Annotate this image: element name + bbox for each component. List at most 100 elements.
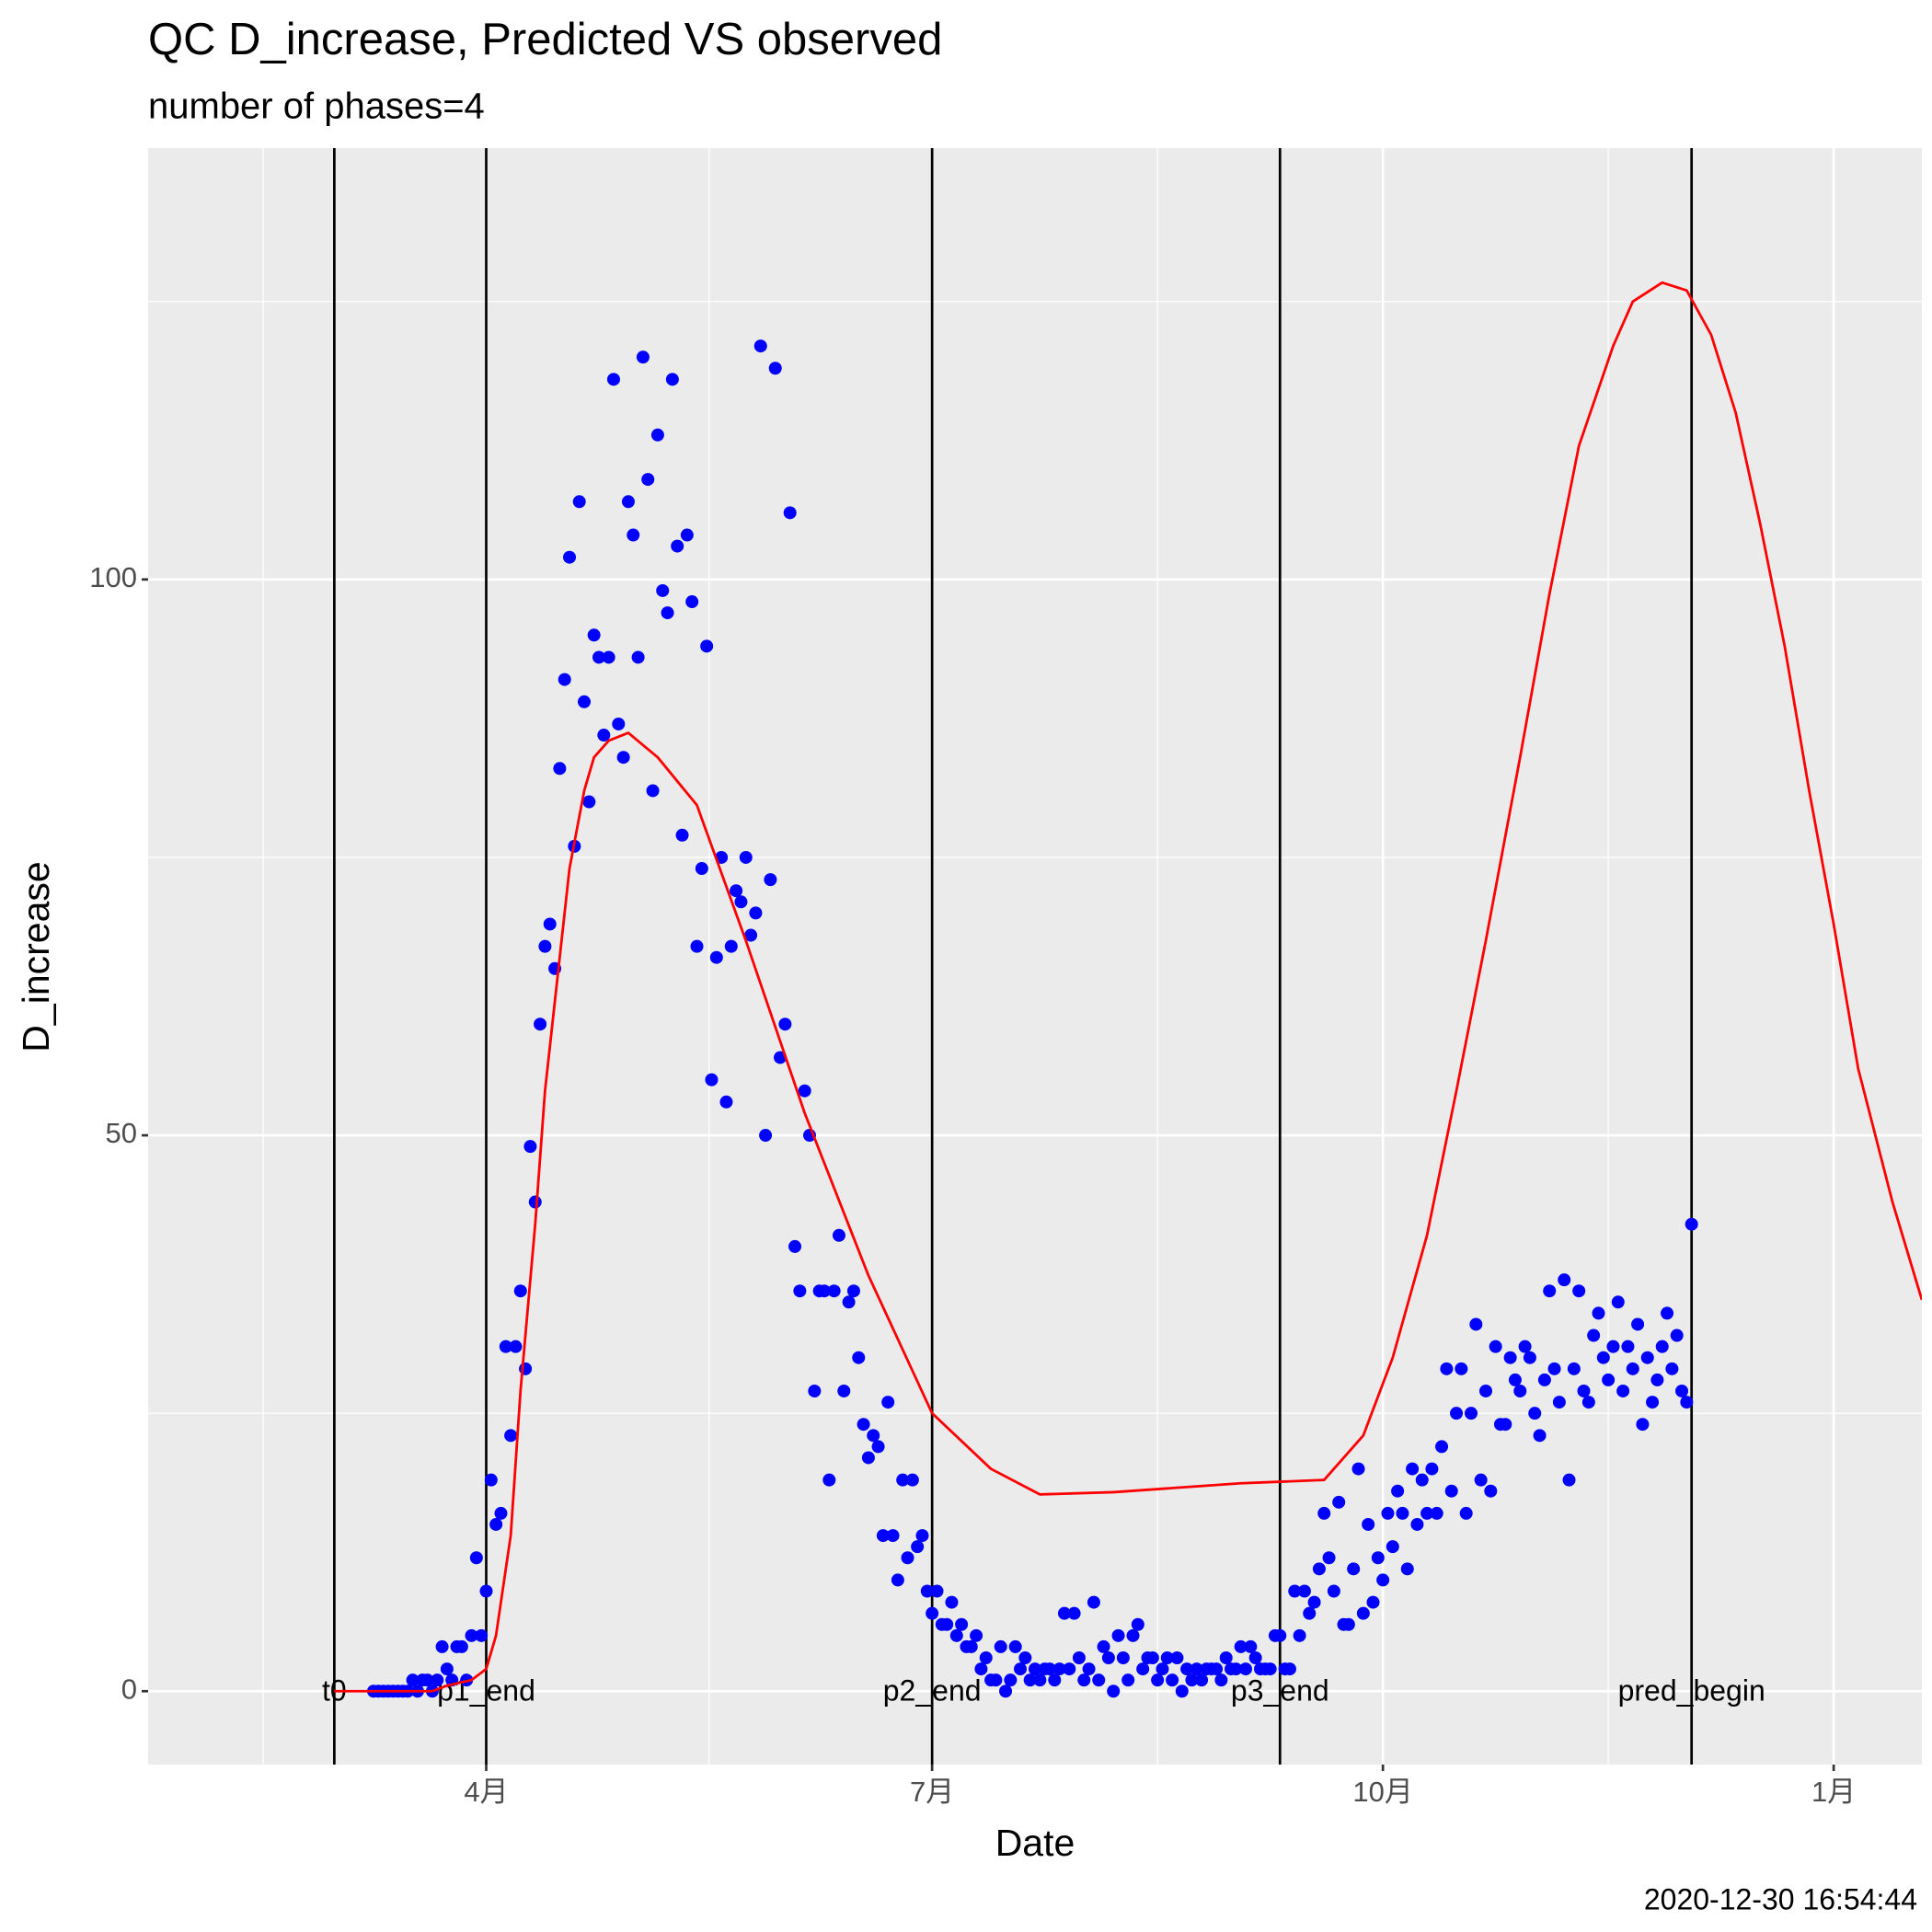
data-point bbox=[1229, 1662, 1243, 1676]
data-point bbox=[1239, 1662, 1253, 1676]
data-point bbox=[465, 1628, 478, 1642]
data-point bbox=[955, 1617, 969, 1631]
plot-background bbox=[148, 148, 1922, 1765]
data-point bbox=[876, 1529, 890, 1543]
data-point bbox=[1459, 1506, 1473, 1520]
data-point bbox=[1533, 1429, 1547, 1443]
data-point bbox=[612, 717, 626, 730]
data-point bbox=[675, 828, 689, 842]
data-point bbox=[534, 1018, 547, 1031]
data-point bbox=[861, 1451, 875, 1465]
data-point bbox=[915, 1529, 929, 1543]
data-point bbox=[627, 528, 640, 542]
data-point bbox=[901, 1551, 914, 1565]
data-point bbox=[509, 1340, 523, 1353]
data-point bbox=[528, 1195, 542, 1209]
data-point bbox=[597, 729, 611, 742]
data-point bbox=[1503, 1351, 1517, 1364]
data-point bbox=[1465, 1407, 1478, 1420]
data-point bbox=[587, 628, 601, 642]
data-point bbox=[504, 1429, 518, 1443]
data-point bbox=[1650, 1373, 1664, 1386]
data-point bbox=[572, 495, 586, 509]
data-point bbox=[553, 762, 567, 776]
data-point bbox=[1640, 1351, 1654, 1364]
y-tick-label: 50 bbox=[106, 1117, 137, 1149]
data-point bbox=[1307, 1595, 1321, 1609]
data-point bbox=[837, 1384, 851, 1397]
data-point bbox=[479, 1584, 493, 1598]
data-point bbox=[1033, 1673, 1047, 1687]
data-point bbox=[1537, 1373, 1551, 1386]
data-point bbox=[1587, 1328, 1601, 1342]
data-point bbox=[1332, 1495, 1346, 1509]
data-point bbox=[1430, 1506, 1443, 1520]
data-point bbox=[1234, 1639, 1248, 1653]
data-point bbox=[974, 1662, 988, 1676]
data-point bbox=[489, 1517, 503, 1531]
data-point bbox=[867, 1429, 880, 1443]
data-point bbox=[523, 1140, 537, 1154]
data-point bbox=[964, 1639, 978, 1653]
data-point bbox=[1611, 1295, 1625, 1309]
data-point bbox=[1248, 1650, 1262, 1664]
data-point bbox=[1347, 1562, 1361, 1576]
data-point bbox=[1577, 1384, 1591, 1397]
data-point bbox=[616, 751, 630, 765]
data-point bbox=[420, 1673, 434, 1687]
x-tick-label: 4月 bbox=[464, 1776, 508, 1808]
data-point bbox=[1029, 1662, 1041, 1676]
data-point bbox=[1455, 1362, 1468, 1375]
data-point bbox=[1518, 1340, 1532, 1353]
data-point bbox=[1087, 1595, 1100, 1609]
data-point bbox=[700, 639, 714, 653]
data-point bbox=[1376, 1573, 1390, 1587]
y-tick-label: 100 bbox=[89, 561, 137, 593]
data-point bbox=[1052, 1662, 1066, 1676]
data-point bbox=[1606, 1340, 1620, 1353]
data-point bbox=[1499, 1418, 1512, 1432]
prediction-line bbox=[334, 281, 1922, 1693]
data-point bbox=[1626, 1362, 1639, 1375]
data-point bbox=[1400, 1562, 1414, 1576]
data-point bbox=[1680, 1396, 1694, 1409]
data-point bbox=[1356, 1606, 1370, 1620]
data-point bbox=[435, 1639, 449, 1653]
chart-title: QC D_increase, Predicted VS observed bbox=[148, 15, 942, 64]
data-point bbox=[1513, 1384, 1527, 1397]
data-point bbox=[1303, 1606, 1317, 1620]
data-point bbox=[578, 695, 592, 708]
data-point bbox=[1474, 1473, 1488, 1487]
data-point bbox=[1273, 1628, 1287, 1642]
data-point bbox=[1263, 1662, 1277, 1676]
data-point bbox=[592, 650, 605, 664]
data-point bbox=[920, 1584, 934, 1598]
x-tick-label: 1月 bbox=[1811, 1776, 1856, 1808]
data-point bbox=[949, 1628, 963, 1642]
data-point bbox=[1592, 1306, 1605, 1320]
data-point bbox=[606, 373, 620, 386]
data-point bbox=[656, 583, 670, 597]
data-point bbox=[582, 795, 596, 809]
data-point bbox=[1415, 1473, 1429, 1487]
data-point bbox=[1420, 1506, 1434, 1520]
data-point bbox=[1386, 1540, 1399, 1554]
data-point bbox=[1082, 1662, 1096, 1676]
data-point bbox=[719, 1095, 733, 1109]
data-point bbox=[1636, 1418, 1650, 1432]
data-point bbox=[1057, 1606, 1071, 1620]
data-point bbox=[808, 1384, 822, 1397]
data-point bbox=[1004, 1673, 1018, 1687]
data-point bbox=[1469, 1317, 1483, 1331]
data-point bbox=[1214, 1673, 1228, 1687]
data-point bbox=[602, 650, 615, 664]
data-point bbox=[940, 1617, 954, 1631]
data-point bbox=[724, 939, 738, 953]
data-point bbox=[563, 550, 577, 564]
data-point bbox=[1160, 1650, 1174, 1664]
data-point bbox=[1282, 1662, 1296, 1676]
data-point bbox=[650, 428, 664, 442]
data-point bbox=[671, 539, 684, 553]
data-point bbox=[661, 606, 674, 620]
